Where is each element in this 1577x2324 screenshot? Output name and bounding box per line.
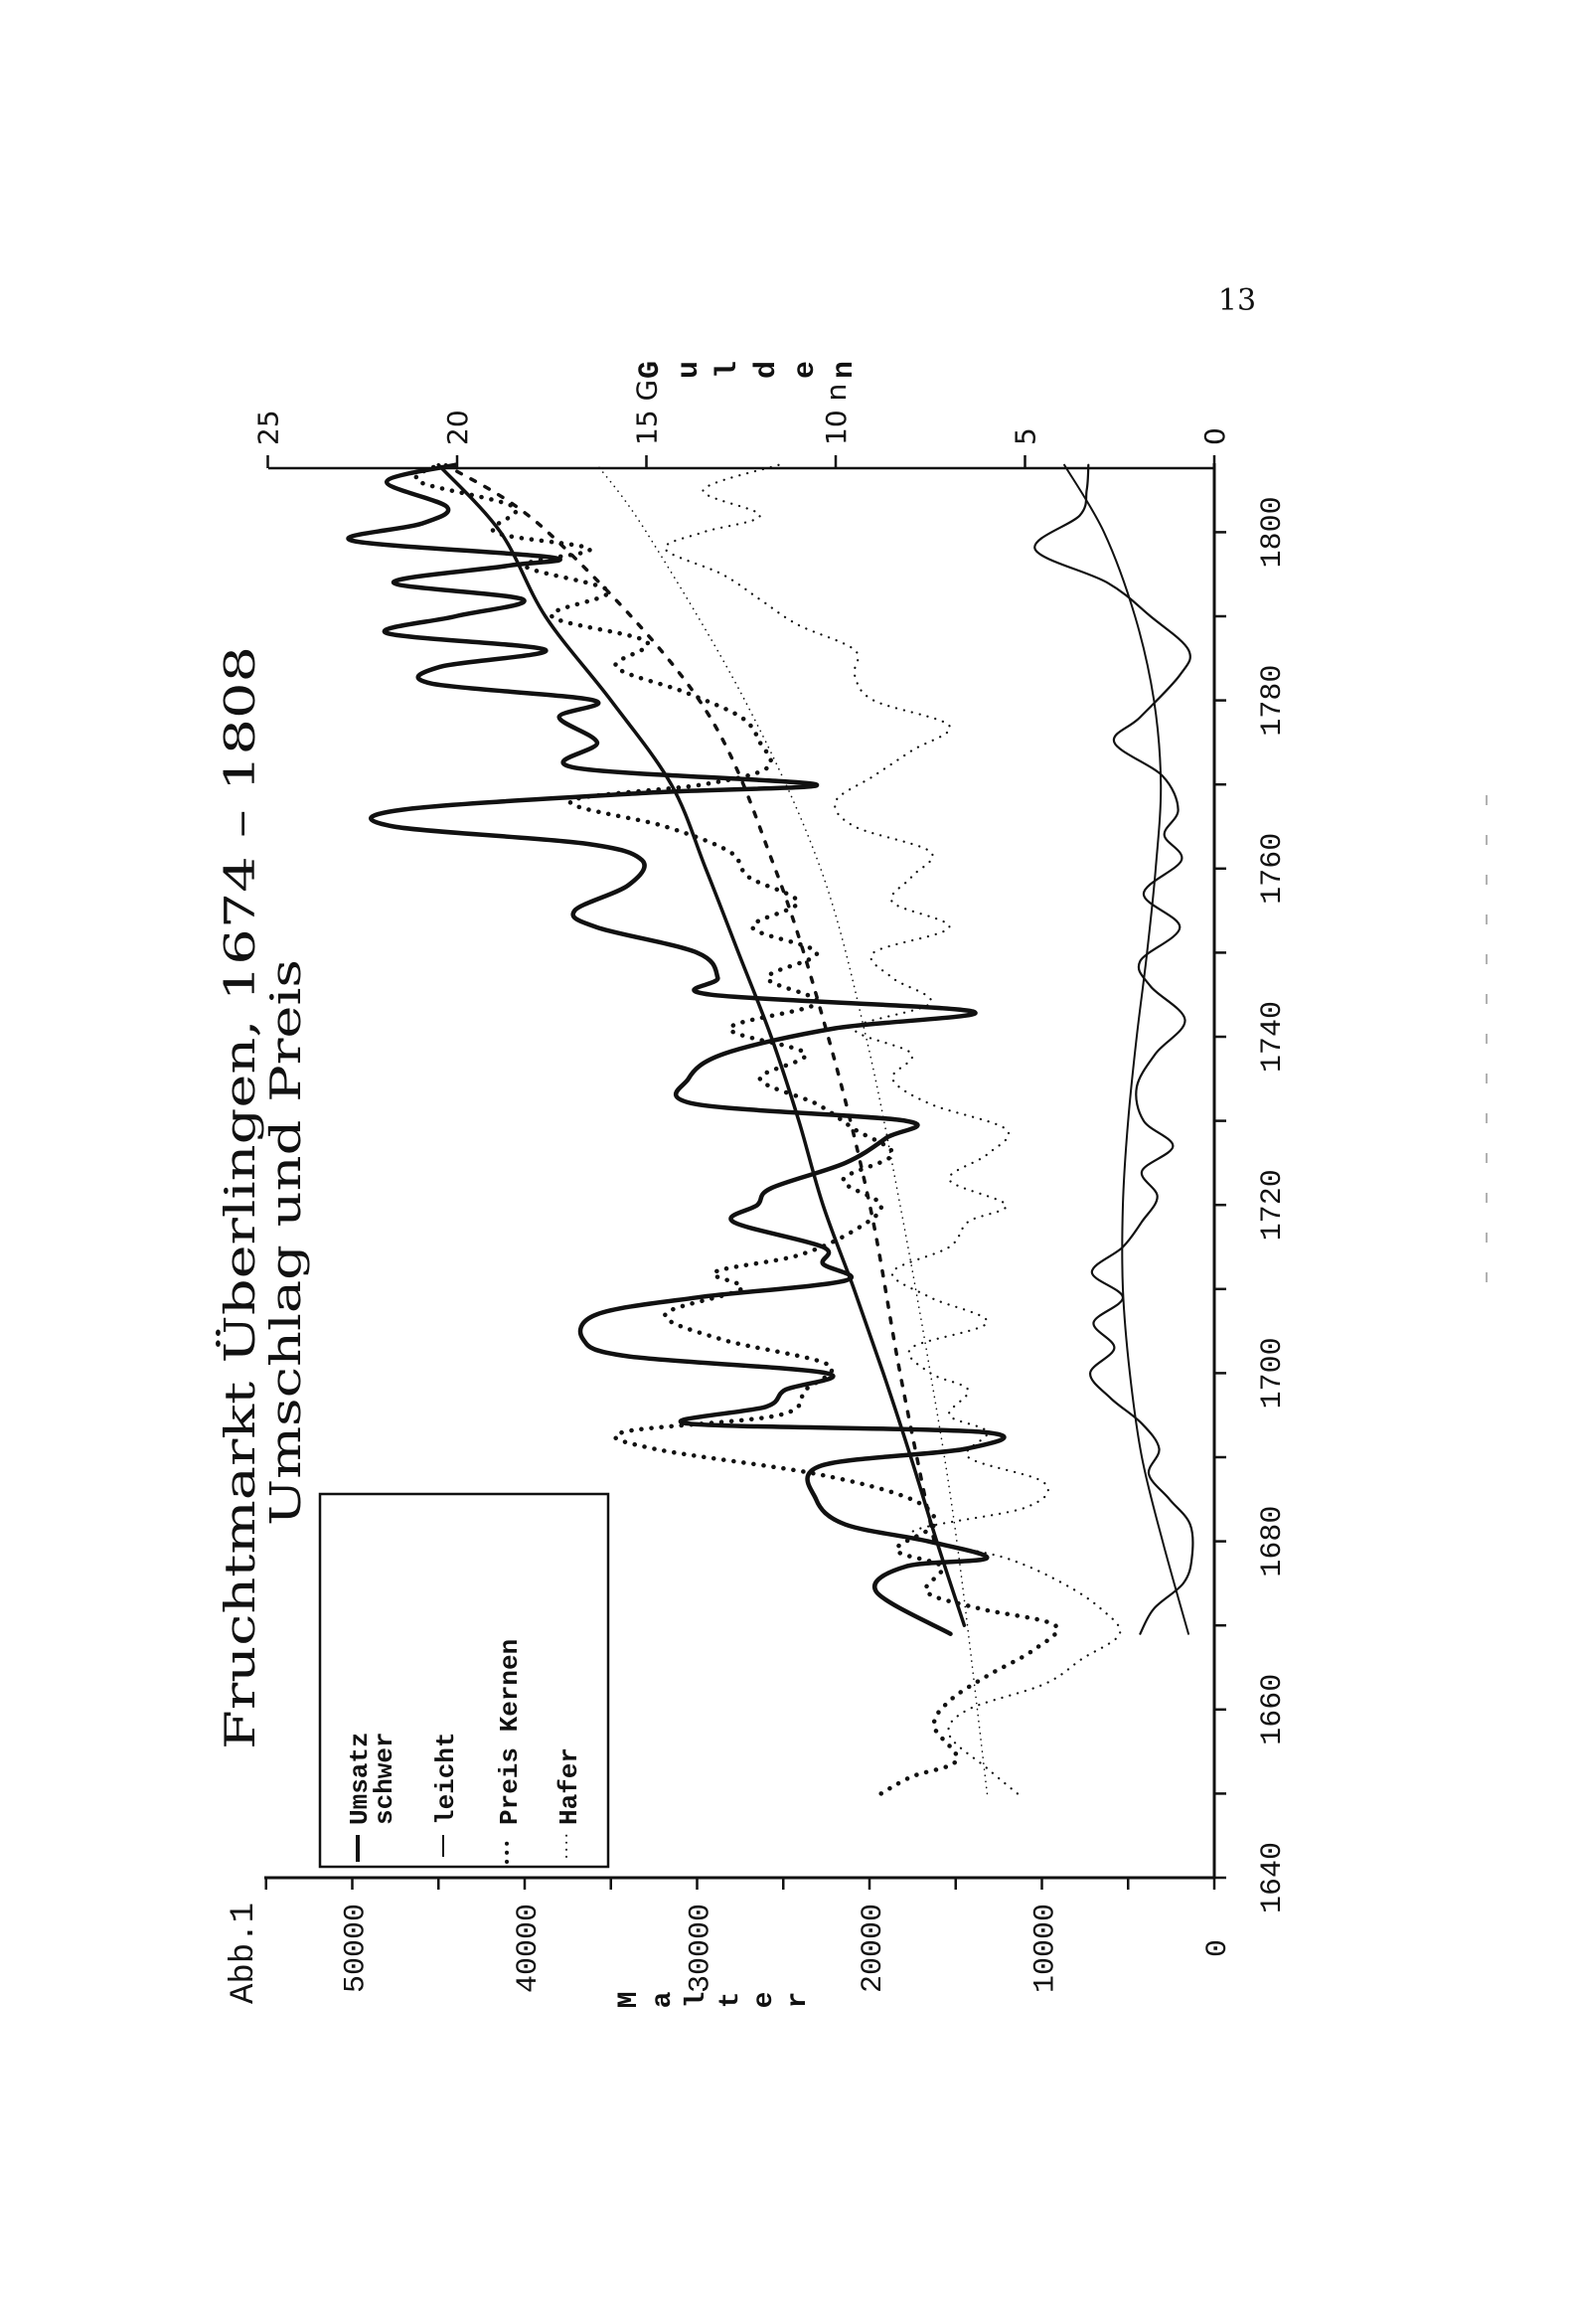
y-left-tick-label: 0	[1201, 1939, 1235, 1957]
x-tick-label: 1640	[1256, 1842, 1290, 1913]
x-tick-label: 1700	[1256, 1337, 1290, 1409]
y-right-label-letter: l	[711, 361, 745, 379]
x-tick-label: 1760	[1256, 833, 1290, 905]
legend-label-preis-kernen: Preis Kernen	[495, 1639, 525, 1825]
legend-box	[318, 1492, 610, 1869]
y-right-label-letter: G	[634, 361, 668, 379]
series-line-hafer-trend	[596, 463, 989, 1795]
y-left-tick-label: 10000	[1029, 1904, 1063, 1993]
y-right-tick-label: 0	[1198, 427, 1231, 445]
legend-label-hafer: Hafer	[554, 1747, 584, 1825]
series-line-preis-kernen-trend	[443, 462, 936, 1544]
x-tick-label: 1720	[1256, 1169, 1290, 1241]
y-left-tick-label: 30000	[685, 1904, 718, 1993]
chart-subtitle: Umschlag und Preis	[261, 959, 310, 1526]
series-line-umsatz-schwer	[346, 462, 1007, 1636]
y-left-tick-label: 40000	[512, 1904, 546, 1993]
y-left-label-letter: r	[783, 1992, 814, 2009]
y-left-label-letter: l	[682, 1992, 712, 2009]
y-right-tick-label: 10 n	[820, 384, 853, 445]
y-left-label-letter: e	[749, 1992, 780, 2009]
x-tick-label: 1800	[1256, 496, 1290, 568]
series-line-leicht	[1033, 463, 1194, 1635]
y-left-label-letter: a	[648, 1991, 679, 2008]
y-right-tick-label: 5	[1010, 427, 1042, 445]
y-right-tick-label: 20	[441, 410, 474, 445]
y-right-tick-label: 15 G	[631, 380, 664, 445]
figure-label: Abb.1	[226, 1903, 263, 2004]
series-line-umsatz-schwer-trend	[436, 462, 967, 1627]
series-line-hafer	[664, 463, 1122, 1795]
legend-label-schwer: schwer	[370, 1732, 399, 1825]
y-right-label-letter: e	[789, 361, 823, 379]
y-right-tick-label: 25	[252, 410, 285, 445]
y-right-label-letter: u	[673, 361, 707, 379]
x-tick-label: 1680	[1256, 1506, 1290, 1577]
series-line-leicht-trend	[1063, 463, 1189, 1635]
y-right-label-letter: d	[750, 361, 784, 379]
page-number: 13	[1218, 283, 1256, 318]
legend-label-leicht: leicht	[431, 1732, 461, 1825]
legend-label-umsatz: Umsatz	[345, 1732, 375, 1825]
x-tick-label: 1780	[1256, 665, 1290, 737]
y-left-label-letter: t	[715, 1992, 746, 2009]
series-layer	[346, 462, 1194, 1796]
x-tick-label: 1660	[1256, 1674, 1290, 1745]
y-left-tick-label: 50000	[340, 1904, 374, 1993]
x-tick-label: 1740	[1256, 1001, 1290, 1073]
series-line-preis-kernen	[413, 462, 1060, 1796]
y-left-label-letter: M	[614, 1992, 645, 2009]
chart-title: Fruchtmarkt Überlingen, 1674 – 1808	[215, 646, 264, 1749]
axis-ticks: 1640 1660 1680 1700 1720 1740 1760 1780 1800 0 100…	[252, 380, 1291, 1993]
y-right-label-letter: n	[828, 361, 862, 379]
legend: Umsatz schwer leicht Preis Kernen Hafer	[318, 1492, 610, 1869]
y-left-tick-label: 20000	[857, 1904, 890, 1993]
